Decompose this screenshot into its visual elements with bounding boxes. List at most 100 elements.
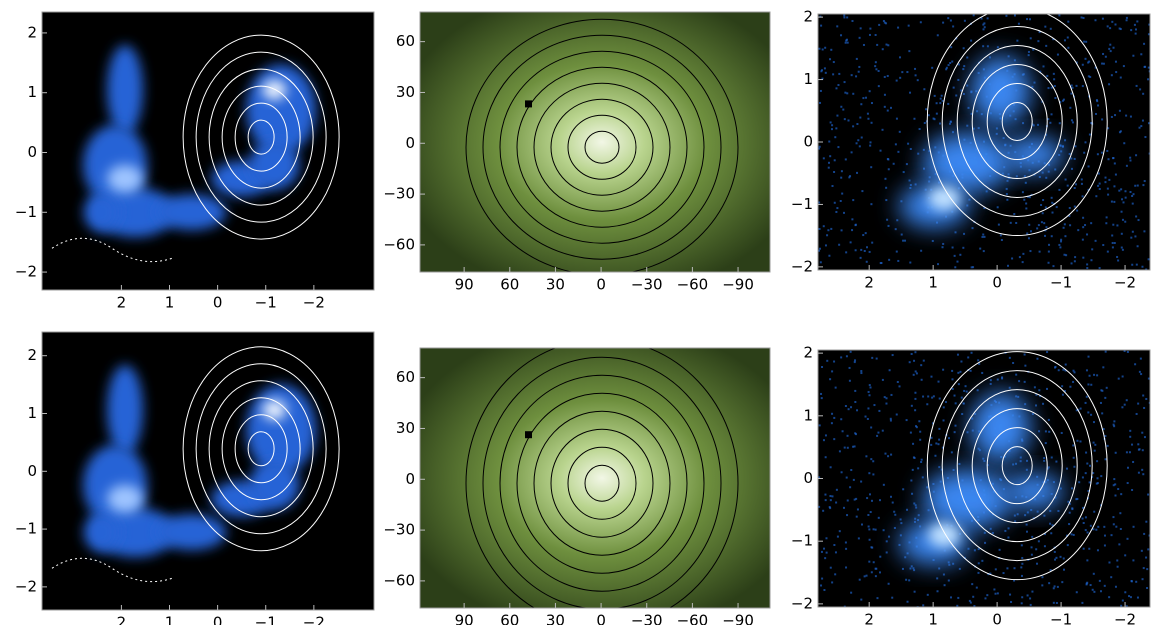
speckle bbox=[1067, 46, 1070, 49]
speckle bbox=[1051, 201, 1054, 204]
speckle bbox=[824, 244, 827, 247]
speckle bbox=[1068, 206, 1071, 209]
speckle bbox=[846, 446, 849, 449]
contour bbox=[499, 50, 705, 244]
speckle bbox=[818, 247, 821, 250]
speckle bbox=[1015, 462, 1018, 465]
speckle bbox=[1106, 444, 1109, 447]
speckle bbox=[956, 604, 959, 607]
speckle bbox=[1121, 599, 1124, 602]
speckle bbox=[1041, 576, 1044, 579]
speckle bbox=[870, 121, 873, 124]
speckle bbox=[972, 14, 975, 17]
speckle bbox=[970, 112, 973, 115]
speckle bbox=[887, 582, 890, 585]
speckle bbox=[875, 357, 878, 360]
speckle bbox=[1030, 546, 1033, 549]
y-tick-label: −2 bbox=[791, 257, 813, 275]
speckle bbox=[1013, 213, 1016, 216]
speckle bbox=[1069, 106, 1072, 109]
speckle bbox=[942, 406, 945, 409]
speckle bbox=[908, 361, 911, 364]
speckle bbox=[1085, 369, 1088, 372]
speckle bbox=[893, 510, 896, 513]
speckle bbox=[860, 480, 863, 483]
speckle bbox=[835, 210, 838, 213]
speckle bbox=[824, 557, 827, 560]
speckle bbox=[1063, 568, 1066, 571]
speckle bbox=[1070, 262, 1073, 265]
speckle bbox=[863, 575, 866, 578]
x-tick-label: 0 bbox=[596, 276, 606, 294]
speckle bbox=[1050, 196, 1053, 199]
speckle bbox=[1071, 121, 1074, 124]
contour bbox=[986, 83, 1048, 161]
speckle bbox=[1142, 92, 1145, 95]
speckle bbox=[1082, 216, 1085, 219]
speckle bbox=[1033, 386, 1036, 389]
speckle bbox=[845, 566, 848, 569]
speckle bbox=[1019, 460, 1022, 463]
contour bbox=[926, 351, 1108, 581]
speckle bbox=[826, 234, 829, 237]
speckle bbox=[1066, 36, 1069, 39]
speckle bbox=[1023, 175, 1026, 178]
speckle bbox=[1105, 216, 1108, 219]
speckle bbox=[852, 92, 855, 95]
speckle bbox=[1110, 200, 1113, 203]
speckle bbox=[876, 434, 879, 437]
contour bbox=[208, 68, 314, 206]
speckle bbox=[1091, 248, 1094, 251]
speckle bbox=[824, 71, 827, 74]
image-background bbox=[420, 348, 770, 608]
speckle bbox=[1020, 574, 1023, 577]
speckle bbox=[850, 74, 853, 77]
speckle bbox=[1081, 85, 1084, 88]
speckle bbox=[841, 192, 844, 195]
panel-frame bbox=[419, 11, 771, 273]
speckle bbox=[867, 117, 870, 120]
speckle bbox=[994, 568, 997, 571]
speckle bbox=[952, 469, 955, 472]
speckle bbox=[867, 407, 870, 410]
speckle bbox=[1015, 175, 1018, 178]
speckle bbox=[942, 573, 945, 576]
speckle bbox=[870, 571, 873, 574]
speckle bbox=[956, 260, 959, 263]
speckle bbox=[1029, 37, 1032, 40]
speckle bbox=[1036, 227, 1039, 230]
speckle bbox=[923, 121, 926, 124]
speckle bbox=[1061, 145, 1064, 148]
speckle bbox=[823, 547, 826, 550]
speckle bbox=[1120, 232, 1123, 235]
speckle bbox=[846, 41, 849, 44]
speckle bbox=[882, 483, 885, 486]
speckle bbox=[844, 405, 847, 408]
speckle bbox=[1058, 14, 1061, 17]
y-tick-label: −30 bbox=[383, 521, 415, 539]
speckle bbox=[1082, 506, 1085, 509]
speckle bbox=[824, 499, 827, 502]
speckle bbox=[887, 455, 890, 458]
speckle bbox=[1110, 74, 1113, 77]
speckle bbox=[910, 565, 913, 568]
emission-blob bbox=[922, 132, 1013, 193]
speckle bbox=[868, 394, 871, 397]
speckle bbox=[1072, 444, 1075, 447]
speckle bbox=[1120, 210, 1123, 213]
speckle bbox=[1086, 263, 1089, 266]
speckle bbox=[1081, 195, 1084, 198]
speckle bbox=[1058, 188, 1061, 191]
speckle bbox=[1044, 430, 1047, 433]
speckle bbox=[868, 560, 871, 563]
speckle bbox=[835, 87, 838, 90]
speckle bbox=[855, 75, 858, 78]
speckle bbox=[1094, 19, 1097, 22]
speckle bbox=[1090, 413, 1093, 416]
speckle bbox=[1119, 528, 1122, 531]
speckle bbox=[825, 551, 828, 554]
speckle bbox=[977, 571, 980, 574]
speckle bbox=[1043, 222, 1046, 225]
emission-core bbox=[107, 164, 143, 193]
speckle bbox=[1094, 443, 1097, 446]
